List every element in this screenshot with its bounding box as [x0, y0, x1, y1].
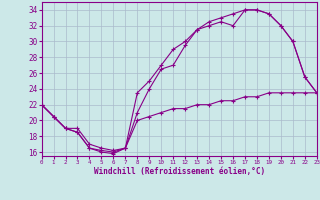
X-axis label: Windchill (Refroidissement éolien,°C): Windchill (Refroidissement éolien,°C)	[94, 167, 265, 176]
